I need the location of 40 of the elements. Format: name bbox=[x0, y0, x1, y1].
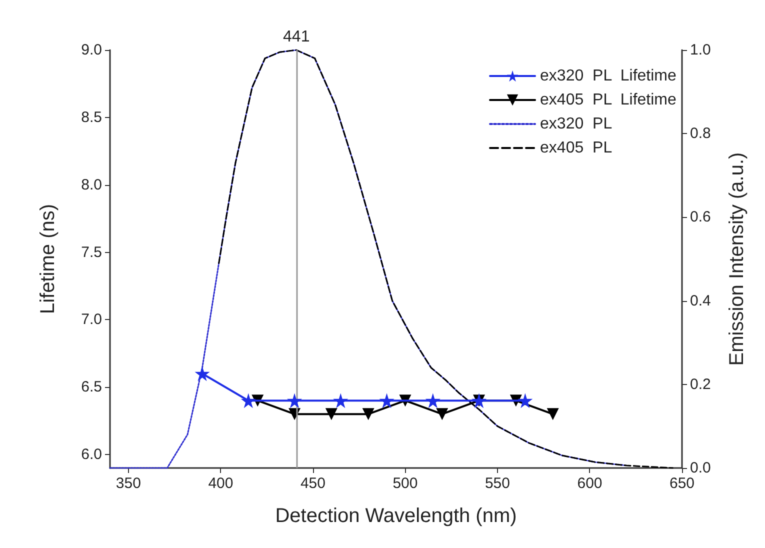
legend-label: ex405 PL Lifetime bbox=[540, 92, 677, 108]
point bbox=[436, 408, 448, 420]
y-tick-label: 8.5 bbox=[81, 108, 102, 126]
point bbox=[333, 393, 348, 408]
y2-tick-label: 0.2 bbox=[690, 376, 711, 393]
y-tick-label: 9.0 bbox=[81, 42, 102, 58]
point bbox=[287, 393, 302, 408]
legend-label: ex405 PL bbox=[540, 140, 612, 156]
y-tick-label: 8.0 bbox=[81, 176, 102, 194]
x-tick-label: 650 bbox=[669, 475, 695, 492]
point bbox=[240, 393, 256, 408]
y-axis-title: Lifetime (ns) bbox=[37, 204, 59, 314]
point bbox=[325, 408, 338, 420]
y2-tick-label: 0.6 bbox=[690, 208, 711, 226]
y2-axis-title: Emission Intensity (a.u.) bbox=[726, 152, 748, 366]
y-tick-label: 6.5 bbox=[81, 378, 102, 396]
x-axis-title: Detection Wavelength (nm) bbox=[275, 505, 517, 527]
point bbox=[379, 393, 394, 408]
point bbox=[546, 408, 559, 420]
x-tick-label: 550 bbox=[484, 475, 510, 492]
ref-line-label: 441 bbox=[283, 28, 310, 46]
point bbox=[425, 393, 440, 408]
x-tick-label: 450 bbox=[300, 475, 326, 492]
line-series bbox=[218, 49, 674, 469]
legend-label: ex320 PL bbox=[540, 116, 612, 132]
y2-tick-label: 0.8 bbox=[690, 125, 711, 142]
y2-tick-label: 0.0 bbox=[690, 460, 711, 476]
point bbox=[518, 393, 533, 408]
y2-tick-label: 0.4 bbox=[690, 292, 711, 310]
x-tick-label: 400 bbox=[208, 475, 234, 492]
y-tick-label: 6.0 bbox=[81, 446, 102, 464]
x-tick-label: 500 bbox=[392, 475, 418, 492]
point bbox=[362, 408, 374, 420]
x-tick-label: 600 bbox=[577, 475, 602, 492]
x-tick-label: 350 bbox=[116, 475, 141, 492]
y-tick-label: 7.0 bbox=[81, 311, 102, 328]
y-tick-label: 7.5 bbox=[81, 244, 102, 261]
point bbox=[194, 366, 210, 382]
legend-label: ex320 PL Lifetime bbox=[540, 68, 677, 84]
y2-tick-label: 1.0 bbox=[690, 42, 711, 58]
